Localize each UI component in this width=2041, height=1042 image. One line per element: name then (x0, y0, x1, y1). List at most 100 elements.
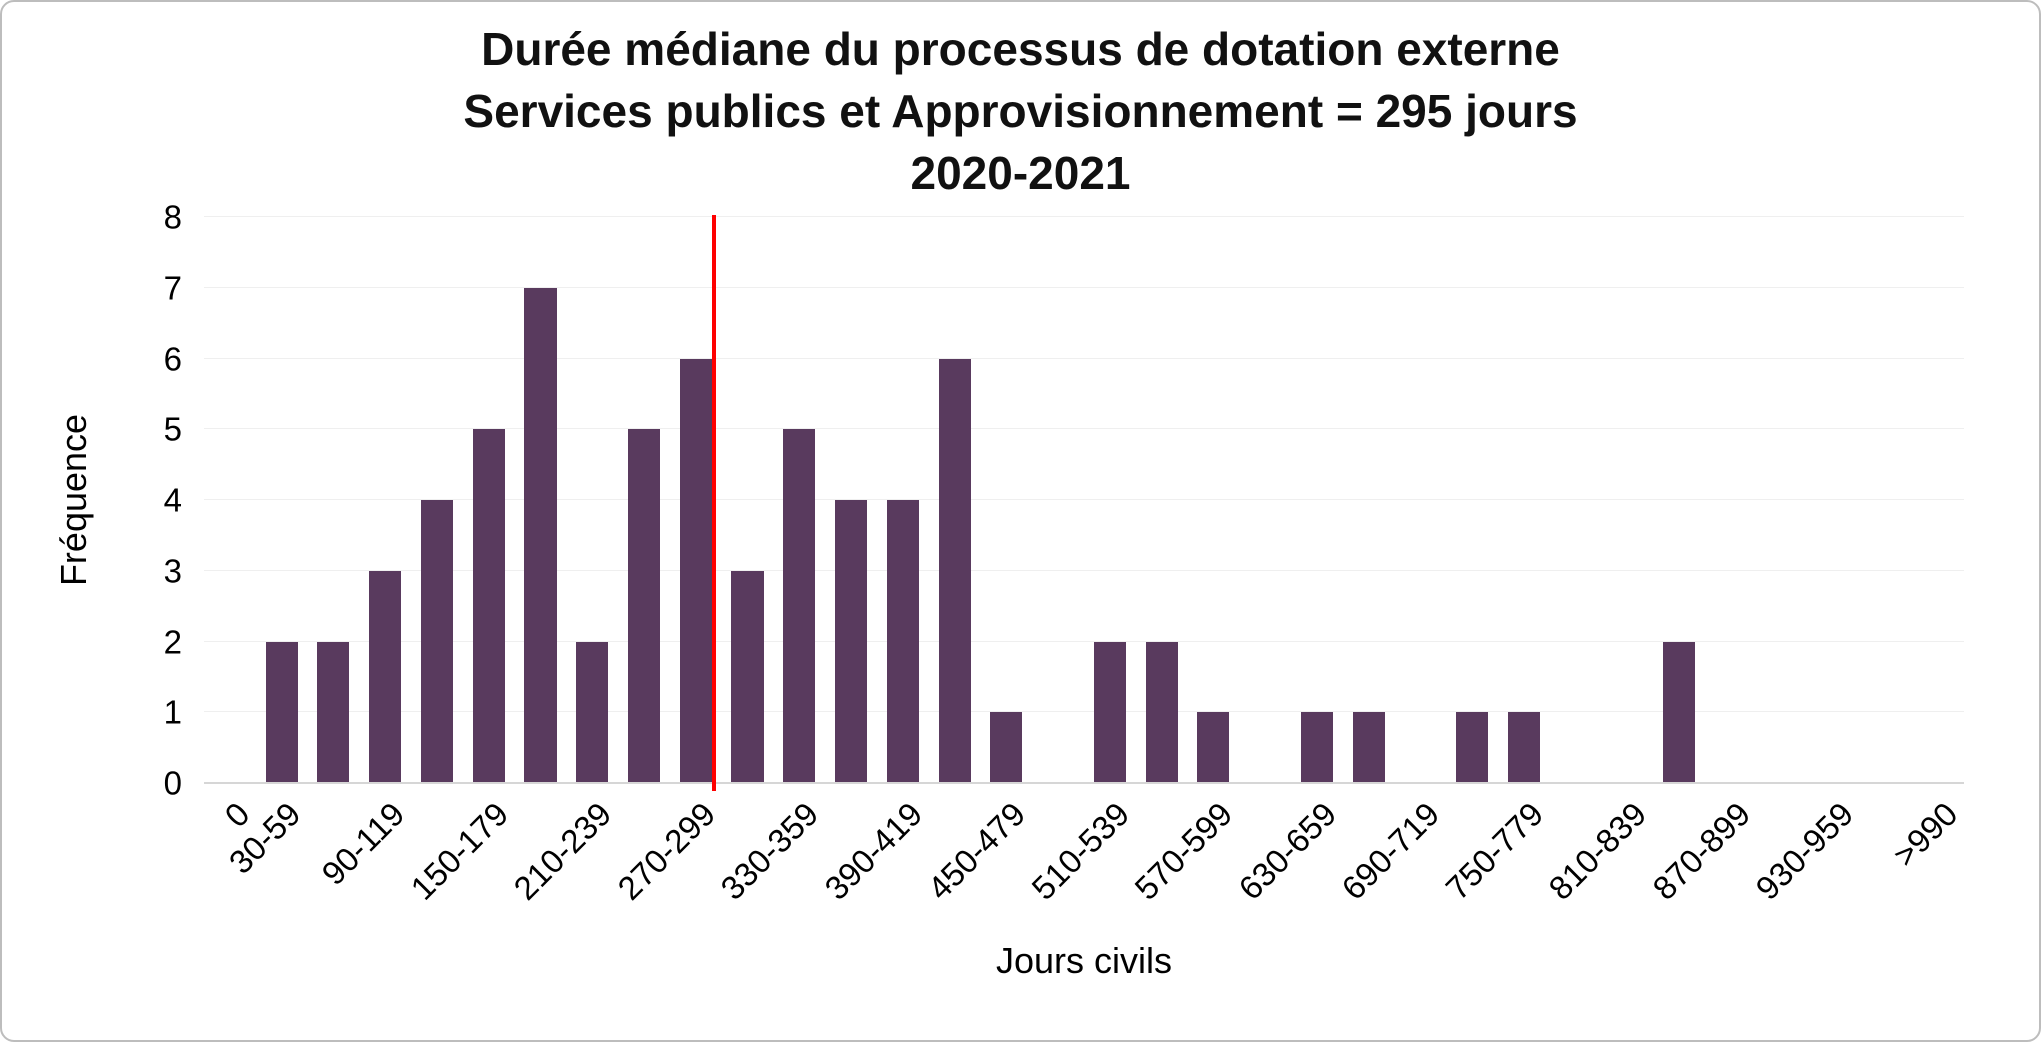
bar-slot (1498, 217, 1550, 783)
bar-450-479 (990, 712, 1023, 783)
bar-slot (825, 217, 877, 783)
bar-slot (1239, 217, 1291, 783)
x-axis-tick-label: 810-839 (1541, 795, 1654, 907)
x-axis-tick-label: 750-779 (1438, 795, 1551, 907)
bar-240-269 (627, 429, 661, 783)
bar-420-449 (938, 358, 971, 783)
y-axis-tick-label: 1 (163, 693, 182, 731)
bar-slot (1188, 217, 1240, 783)
bar-slot (1550, 217, 1602, 783)
bar-slot (1084, 217, 1136, 783)
gridline (204, 216, 1964, 217)
gridline (204, 428, 1964, 430)
x-axis-tick-label: 390-419 (817, 795, 929, 907)
bar-slot (1291, 217, 1343, 783)
bar-360-389 (835, 500, 868, 783)
bar-60-89 (317, 641, 350, 783)
bar-slot (1343, 217, 1395, 783)
bar-slot (722, 217, 774, 783)
y-axis-tick-label: 6 (163, 340, 182, 377)
gridline (204, 357, 1964, 359)
y-axis-tick-label: 4 (163, 481, 182, 519)
bar-300-329 (731, 570, 764, 783)
bar-slot (308, 217, 360, 783)
bar-slot (463, 217, 515, 783)
bar-slot (566, 217, 618, 783)
median-line (712, 215, 717, 791)
bar-slot (1602, 217, 1654, 783)
bar-slot (256, 217, 308, 783)
bar-slot (1136, 217, 1188, 783)
x-axis-tick-label: 930-959 (1748, 795, 1861, 907)
bar-510-539 (1093, 641, 1126, 783)
bar-slot (670, 217, 722, 783)
gridline (204, 286, 1964, 288)
bar-540-569 (1145, 641, 1178, 783)
bar-slot (1861, 217, 1913, 783)
bars-container (204, 217, 1964, 783)
x-axis-tick-label: 870-899 (1645, 795, 1758, 907)
y-axis-tick-label: 3 (163, 552, 182, 590)
bar-slot (359, 217, 411, 783)
bar-150-179 (472, 429, 505, 783)
gridline (204, 499, 1964, 500)
bar-slot (1912, 217, 1964, 783)
gridline (204, 569, 1964, 571)
bar-slot (1395, 217, 1447, 783)
x-axis-tick-label: 150-179 (403, 795, 515, 907)
x-axis-tick-label: 570-599 (1127, 795, 1240, 907)
bar-slot (1705, 217, 1757, 783)
bar-720-749 (1456, 712, 1489, 783)
x-axis-tick-label: 510-539 (1024, 795, 1137, 907)
y-axis-title: Fréquence (53, 413, 94, 587)
bar-slot (1653, 217, 1705, 783)
bar-slot (204, 217, 256, 783)
bar-slot (411, 217, 463, 783)
y-axis-tick-label: 2 (163, 623, 182, 660)
x-axis-tick-label: 210-239 (506, 795, 619, 907)
bar-slot (618, 217, 670, 783)
bar-slot (773, 217, 825, 783)
x-axis-title: Jours civils (995, 940, 1173, 981)
y-axis-tick-label: 5 (163, 410, 182, 448)
x-axis-tick-label: 450-479 (920, 795, 1033, 907)
x-axis-tick-label: >990 (1885, 795, 1965, 874)
bar-750-779 (1507, 712, 1541, 783)
bar-180-209 (524, 287, 557, 783)
x-axis-tick-label: 330-359 (713, 795, 826, 907)
chart-title-line-1: Durée médiane du processus de dotation e… (481, 23, 1560, 75)
bar-570-599 (1197, 712, 1230, 783)
bar-slot (929, 217, 981, 783)
bar-660-689 (1352, 712, 1385, 783)
bar-840-869 (1663, 641, 1696, 783)
y-axis-tick-label: 0 (163, 764, 182, 802)
x-axis-tick-label: 630-659 (1231, 795, 1344, 907)
bar-30-59 (265, 641, 298, 783)
y-axis-tick-label: 7 (163, 269, 182, 307)
chart-title: Durée médiane du processus de dotation e… (2, 18, 2039, 204)
bar-330-359 (783, 429, 816, 783)
bar-slot (1446, 217, 1498, 783)
bar-slot (877, 217, 929, 783)
plot-area: 0 1 2 3 4 5 6 7 8 0 30-59 90-119 150-179 210-239 270-2… (164, 201, 1965, 907)
x-axis-tick-label: 690-719 (1334, 795, 1447, 907)
chart-title-line-3: 2020-2021 (910, 147, 1131, 199)
bar-120-149 (420, 500, 453, 783)
y-axis-tick-label: 8 (163, 198, 182, 236)
bar-slot (1809, 217, 1861, 783)
bar-210-239 (576, 641, 609, 783)
gridline (204, 711, 1964, 713)
bar-slot (515, 217, 567, 783)
bar-270-299 (679, 358, 712, 783)
bar-90-119 (369, 570, 402, 783)
bar-slot (1032, 217, 1084, 783)
x-axis-tick-label: 270-299 (610, 795, 722, 907)
bar-630-659 (1300, 712, 1333, 783)
x-axis-tick-label: 90-119 (314, 795, 412, 893)
chart-title-line-2: Services publics et Approvisionnement = … (463, 85, 1578, 137)
x-axis-line (204, 782, 1964, 784)
bar-slot (1757, 217, 1809, 783)
bar-slot (980, 217, 1032, 783)
gridline (204, 640, 1964, 642)
